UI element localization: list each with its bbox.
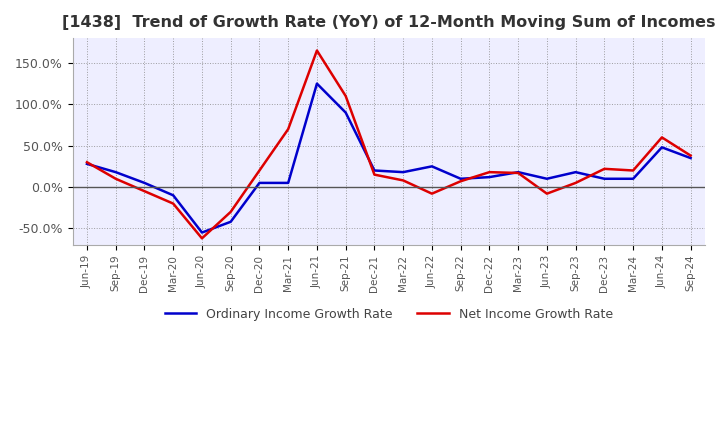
Ordinary Income Growth Rate: [485, 175, 494, 180]
Net Income Growth Rate: [197, 236, 206, 241]
Ordinary Income Growth Rate: [543, 176, 552, 181]
Net Income Growth Rate: [255, 168, 264, 173]
Net Income Growth Rate: [485, 169, 494, 175]
Net Income Growth Rate: [600, 166, 608, 172]
Ordinary Income Growth Rate: [226, 219, 235, 224]
Ordinary Income Growth Rate: [112, 169, 120, 175]
Net Income Growth Rate: [629, 168, 637, 173]
Ordinary Income Growth Rate: [629, 176, 637, 181]
Net Income Growth Rate: [572, 180, 580, 186]
Ordinary Income Growth Rate: [456, 176, 465, 181]
Net Income Growth Rate: [543, 191, 552, 196]
Ordinary Income Growth Rate: [399, 169, 408, 175]
Net Income Growth Rate: [341, 93, 350, 99]
Net Income Growth Rate: [226, 209, 235, 214]
Net Income Growth Rate: [83, 160, 91, 165]
Net Income Growth Rate: [428, 191, 436, 196]
Ordinary Income Growth Rate: [169, 193, 178, 198]
Legend: Ordinary Income Growth Rate, Net Income Growth Rate: Ordinary Income Growth Rate, Net Income …: [160, 303, 618, 326]
Net Income Growth Rate: [284, 126, 292, 132]
Ordinary Income Growth Rate: [197, 230, 206, 235]
Ordinary Income Growth Rate: [686, 155, 695, 161]
Net Income Growth Rate: [399, 178, 408, 183]
Net Income Growth Rate: [456, 179, 465, 184]
Net Income Growth Rate: [686, 153, 695, 158]
Ordinary Income Growth Rate: [140, 180, 149, 186]
Line: Ordinary Income Growth Rate: Ordinary Income Growth Rate: [87, 84, 690, 233]
Ordinary Income Growth Rate: [514, 169, 523, 175]
Net Income Growth Rate: [169, 201, 178, 206]
Title: [1438]  Trend of Growth Rate (YoY) of 12-Month Moving Sum of Incomes: [1438] Trend of Growth Rate (YoY) of 12-…: [62, 15, 716, 30]
Ordinary Income Growth Rate: [255, 180, 264, 186]
Ordinary Income Growth Rate: [83, 161, 91, 166]
Net Income Growth Rate: [514, 170, 523, 176]
Ordinary Income Growth Rate: [657, 145, 666, 150]
Net Income Growth Rate: [370, 172, 379, 177]
Ordinary Income Growth Rate: [312, 81, 321, 86]
Net Income Growth Rate: [140, 188, 149, 194]
Ordinary Income Growth Rate: [428, 164, 436, 169]
Net Income Growth Rate: [312, 48, 321, 53]
Net Income Growth Rate: [657, 135, 666, 140]
Ordinary Income Growth Rate: [284, 180, 292, 186]
Ordinary Income Growth Rate: [600, 176, 608, 181]
Ordinary Income Growth Rate: [572, 169, 580, 175]
Net Income Growth Rate: [112, 176, 120, 181]
Ordinary Income Growth Rate: [341, 110, 350, 115]
Ordinary Income Growth Rate: [370, 168, 379, 173]
Line: Net Income Growth Rate: Net Income Growth Rate: [87, 51, 690, 238]
